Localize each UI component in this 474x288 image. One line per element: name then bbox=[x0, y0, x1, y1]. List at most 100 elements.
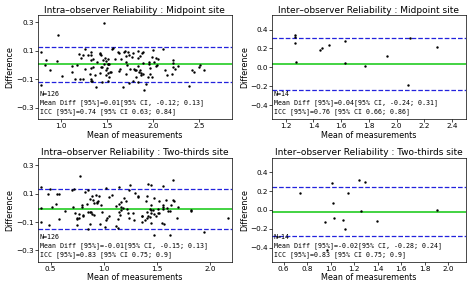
Point bbox=[147, 221, 155, 226]
Point bbox=[434, 45, 441, 49]
Point bbox=[54, 191, 61, 196]
Point bbox=[98, 80, 105, 84]
Point bbox=[102, 68, 109, 73]
Point bbox=[187, 209, 194, 214]
Point bbox=[155, 211, 162, 215]
Point bbox=[164, 209, 172, 214]
Point bbox=[147, 203, 155, 208]
Point bbox=[161, 68, 169, 72]
Point bbox=[142, 198, 149, 203]
Point bbox=[112, 204, 120, 209]
Text: N=126: N=126 bbox=[40, 234, 60, 240]
Point bbox=[46, 68, 54, 73]
Point bbox=[134, 194, 142, 199]
Point bbox=[146, 207, 154, 211]
Point bbox=[321, 220, 329, 224]
Point bbox=[361, 180, 368, 184]
Point bbox=[170, 198, 178, 203]
Point bbox=[126, 52, 133, 57]
Point bbox=[42, 58, 50, 62]
X-axis label: Mean of measurements: Mean of measurements bbox=[321, 131, 417, 140]
Point bbox=[106, 62, 113, 66]
Point bbox=[79, 76, 87, 81]
Point bbox=[95, 194, 102, 198]
Point bbox=[341, 227, 349, 232]
Point bbox=[120, 196, 128, 200]
Point bbox=[159, 202, 167, 207]
Point bbox=[292, 60, 300, 65]
Point bbox=[169, 58, 177, 62]
Y-axis label: Difference: Difference bbox=[240, 46, 249, 88]
Point bbox=[45, 223, 53, 228]
Point bbox=[152, 64, 160, 69]
Point bbox=[122, 198, 129, 203]
Point bbox=[75, 52, 82, 56]
Point bbox=[114, 217, 122, 221]
Point bbox=[70, 187, 78, 191]
Point bbox=[169, 60, 177, 65]
Point bbox=[81, 67, 89, 71]
Point bbox=[36, 50, 44, 54]
Point bbox=[116, 209, 123, 214]
Point bbox=[138, 220, 146, 225]
Point bbox=[137, 54, 144, 59]
Point bbox=[58, 73, 66, 78]
Point bbox=[97, 64, 105, 69]
Point bbox=[155, 210, 163, 215]
Point bbox=[105, 71, 112, 75]
Point bbox=[78, 205, 85, 209]
Point bbox=[135, 80, 142, 85]
Point bbox=[139, 61, 146, 66]
Point bbox=[163, 73, 171, 77]
Point bbox=[149, 207, 157, 212]
Point bbox=[166, 209, 174, 213]
Point bbox=[48, 205, 56, 209]
Point bbox=[187, 208, 195, 213]
Title: Intra–observer Reliability : Two-thirds site: Intra–observer Reliability : Two-thirds … bbox=[41, 148, 228, 157]
Point bbox=[132, 74, 140, 79]
Point bbox=[68, 69, 76, 74]
Point bbox=[135, 69, 143, 74]
Point bbox=[174, 205, 182, 209]
Point bbox=[98, 65, 106, 69]
Point bbox=[145, 61, 153, 66]
Point bbox=[90, 213, 98, 218]
Point bbox=[325, 43, 333, 48]
Point bbox=[130, 218, 138, 222]
Text: N=126: N=126 bbox=[40, 92, 60, 97]
Point bbox=[104, 57, 111, 61]
Point bbox=[146, 66, 154, 71]
Point bbox=[68, 188, 76, 192]
Point bbox=[344, 191, 352, 195]
Point bbox=[84, 227, 92, 232]
Point bbox=[201, 68, 208, 72]
Text: ICC [95%]=0.76 [95% CI 0.66; 0.86]: ICC [95%]=0.76 [95% CI 0.66; 0.86] bbox=[274, 108, 410, 115]
Point bbox=[153, 214, 160, 218]
Point bbox=[108, 47, 116, 52]
Point bbox=[149, 75, 156, 79]
Point bbox=[111, 57, 119, 62]
Point bbox=[116, 66, 124, 71]
Point bbox=[329, 200, 337, 205]
Point bbox=[191, 70, 198, 74]
Point bbox=[82, 47, 89, 52]
Point bbox=[98, 210, 106, 214]
Point bbox=[291, 33, 299, 38]
Point bbox=[73, 217, 81, 221]
Point bbox=[139, 72, 146, 76]
Point bbox=[433, 208, 441, 213]
Point bbox=[189, 67, 196, 72]
Point bbox=[407, 36, 414, 40]
Y-axis label: Difference: Difference bbox=[240, 189, 249, 231]
Text: Mean Diff [95%]=0.04[95% CI, -0.24; 0.31]: Mean Diff [95%]=0.04[95% CI, -0.24; 0.31… bbox=[274, 100, 438, 106]
Point bbox=[362, 64, 369, 68]
Point bbox=[96, 221, 104, 226]
Point bbox=[55, 217, 63, 221]
Point bbox=[112, 223, 119, 228]
Point bbox=[88, 66, 95, 71]
Point bbox=[341, 61, 349, 66]
Point bbox=[137, 73, 145, 77]
Title: Inter–observer Reliability : Two-thirds site: Inter–observer Reliability : Two-thirds … bbox=[275, 148, 463, 157]
Point bbox=[79, 214, 87, 218]
Point bbox=[159, 206, 167, 211]
